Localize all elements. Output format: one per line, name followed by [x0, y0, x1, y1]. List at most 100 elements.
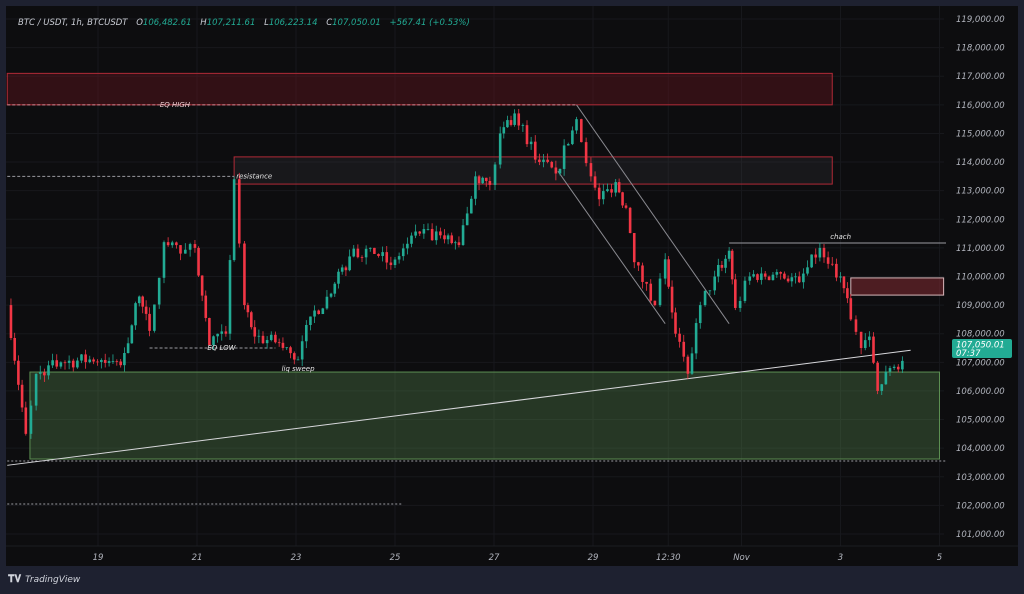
price-axis[interactable]: 119,000.00 118,000.00 117,000.00 116,000.00…	[946, 6, 1018, 566]
symbol-title[interactable]: BTC / USDT, 1h, BTCUSDT	[18, 18, 128, 28]
last-price: 107,050.01	[956, 341, 1005, 351]
candle-body	[763, 273, 767, 277]
candle-body	[333, 283, 337, 294]
candle-body	[17, 360, 20, 385]
candle-body	[513, 113, 516, 125]
candle-body	[401, 248, 405, 257]
candle-body	[300, 341, 304, 360]
candle-body	[529, 141, 533, 145]
candle-body	[24, 407, 28, 434]
candle-body	[558, 168, 562, 174]
candle-body	[269, 334, 273, 341]
candle-body	[446, 235, 450, 240]
candle-body	[786, 278, 790, 282]
candle-body	[162, 242, 166, 278]
candle-body	[220, 331, 224, 334]
candle-body	[47, 365, 50, 376]
candle-body	[309, 316, 312, 325]
candle-body	[285, 347, 289, 349]
candle-body	[179, 245, 182, 254]
candle-body	[682, 341, 686, 357]
candle-body	[76, 360, 79, 368]
candle-body	[115, 361, 119, 362]
candle-body	[498, 133, 502, 165]
candle-body	[281, 342, 285, 348]
candle-body	[584, 142, 588, 164]
candle-body	[134, 303, 137, 326]
candle-body	[224, 331, 228, 334]
candle-body	[842, 276, 846, 289]
candle-body	[130, 325, 134, 344]
price-tick-label: 107,000.00	[956, 358, 1005, 368]
candle-body	[141, 296, 144, 307]
candle-body	[872, 336, 875, 363]
close-label: C	[326, 18, 333, 28]
candle-body	[614, 182, 617, 193]
candle-body	[826, 257, 830, 264]
candle-body	[593, 176, 597, 188]
candle-body	[703, 290, 707, 306]
candle-body	[144, 306, 148, 314]
candle-body	[835, 263, 838, 278]
candle-body	[292, 353, 296, 360]
eq-high-label: EQ HIGH	[160, 101, 191, 109]
candle-body	[389, 262, 393, 266]
candle-body	[767, 276, 771, 281]
candle-body	[450, 235, 454, 244]
channel-upper	[576, 104, 730, 324]
candle-body	[100, 359, 103, 362]
candle-body	[624, 205, 628, 208]
ohlc-legend: BTC / USDT, 1h, BTCUSDT O106,482.61 H107…	[18, 18, 476, 28]
candle-body	[621, 192, 624, 206]
price-tick-label: 108,000.00	[956, 330, 1005, 340]
time-tick-label: Nov	[733, 553, 751, 563]
time-axis[interactable]: 19 21 23 25 27 29 12:30 Nov 3 5	[6, 545, 1018, 563]
price-tick-label: 116,000.00	[956, 101, 1005, 111]
candle-body	[197, 247, 200, 276]
candlestick-chart[interactable]: EQ HIGH resistance EQ LOW chach liq swee…	[6, 6, 1018, 566]
resistance-label: resistance	[236, 172, 272, 180]
supply-zone-top	[6, 72, 833, 106]
candle-body	[667, 259, 670, 287]
eq-low-label: EQ LOW	[207, 344, 236, 352]
candle-body	[170, 242, 174, 246]
candle-body	[730, 250, 734, 280]
candle-body	[724, 258, 727, 268]
candle-body	[571, 130, 574, 145]
candle-body	[265, 340, 269, 344]
candle-body	[422, 229, 426, 234]
candle-body	[243, 243, 246, 306]
price-tick-label: 103,000.00	[956, 473, 1005, 483]
candle-body	[645, 281, 648, 284]
candle-body	[137, 296, 141, 304]
candle-body	[822, 247, 826, 258]
price-axis-bg	[946, 6, 1018, 566]
zones	[6, 72, 945, 460]
candle-body	[344, 267, 348, 271]
candle-body	[461, 225, 465, 246]
candle-body	[193, 244, 197, 248]
candle-body	[261, 335, 265, 344]
candle-body	[305, 324, 308, 342]
candle-body	[148, 313, 151, 331]
candle-body	[397, 256, 401, 260]
chach-label: chach	[830, 233, 851, 241]
candle-body	[166, 242, 170, 246]
candle-body	[720, 264, 724, 268]
candle-body	[637, 262, 640, 266]
candle-body	[554, 167, 558, 174]
candle-body	[566, 144, 570, 146]
candle-body	[289, 347, 292, 354]
time-tick-label: 5	[937, 553, 942, 563]
open-value: 106,482.61	[142, 18, 192, 28]
candle-body	[502, 127, 506, 134]
candle-body	[771, 274, 775, 281]
candle-body	[690, 353, 694, 374]
high-value: 107,211.61	[206, 18, 256, 28]
candle-body	[13, 338, 16, 361]
candle-body	[368, 247, 372, 249]
price-tick-label: 109,000.00	[956, 301, 1005, 311]
chart-panel[interactable]: EQ HIGH resistance EQ LOW chach liq swee…	[6, 6, 1018, 566]
candle-body	[228, 260, 232, 334]
tradingview-brand[interactable]: 𝐓𝐕 TradingView	[8, 574, 80, 585]
